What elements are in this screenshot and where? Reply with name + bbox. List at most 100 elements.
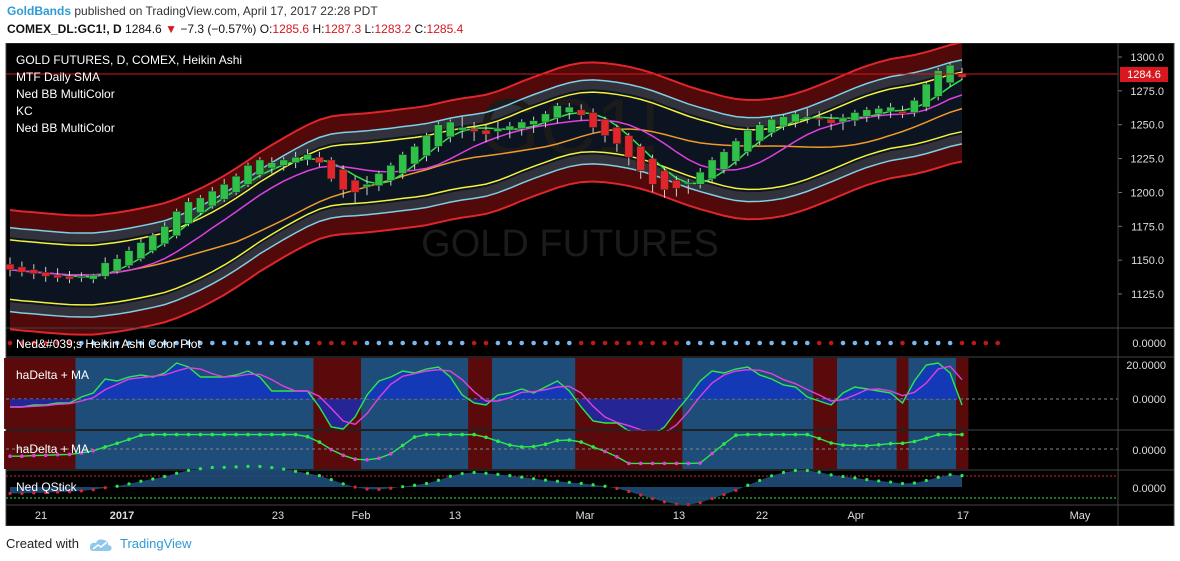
candle-body — [672, 179, 681, 189]
state-bar — [301, 431, 314, 469]
open-value: 1285.6 — [272, 22, 310, 36]
state-bar — [753, 431, 767, 469]
qstick-dot — [317, 474, 321, 478]
color-dot — [138, 340, 144, 346]
tradingview-link[interactable]: TradingView — [120, 536, 192, 551]
candle-body — [350, 179, 360, 193]
candle-body — [874, 108, 883, 115]
legend-title: GOLD FUTURES, D, COMEX, Heikin Ashi — [16, 53, 242, 67]
delta-dot — [865, 443, 869, 448]
delta-dot — [710, 451, 714, 456]
watermark-name: GOLD FUTURES — [421, 223, 719, 265]
delta-dot — [638, 461, 643, 466]
candle-body — [695, 171, 705, 185]
delta-dot — [365, 458, 369, 462]
state-bar — [610, 431, 624, 469]
state-bar — [944, 431, 957, 469]
qstick-dot — [246, 464, 250, 468]
candle — [505, 122, 515, 139]
state-bar — [622, 431, 636, 469]
state-bar — [289, 431, 303, 469]
legend-item-kc: KC — [16, 104, 33, 118]
qstick-dot — [127, 482, 131, 486]
qstick-dot — [258, 464, 262, 469]
color-dot — [436, 340, 441, 346]
candle — [457, 116, 467, 139]
qstick-dot — [329, 478, 333, 482]
delta-dot — [817, 436, 821, 441]
color-dot — [471, 340, 477, 346]
delta-dot — [912, 439, 917, 444]
qstick-dot — [198, 467, 202, 471]
candle — [719, 149, 729, 174]
created-with-text: Created with — [6, 536, 79, 551]
hadelta-ma-pane-2 — [4, 431, 1118, 469]
candle-body — [208, 190, 217, 207]
price-chart[interactable]: GC1! GOLD FUTURES 1125.01150.01175.01200… — [0, 43, 1180, 526]
color-dot — [971, 340, 977, 346]
delta-dot — [91, 449, 96, 453]
state-bar — [670, 431, 683, 469]
candle-body — [576, 109, 586, 116]
state-bar — [170, 431, 184, 469]
candle — [755, 122, 764, 146]
state-bar — [337, 431, 350, 469]
state-bar — [956, 431, 969, 469]
qstick-dot — [56, 490, 60, 494]
state-bar — [39, 431, 53, 469]
qstick-dot — [603, 484, 607, 488]
color-dot — [483, 340, 489, 346]
state-bar — [848, 431, 862, 469]
state-bar — [682, 358, 695, 429]
state-bar — [75, 358, 88, 429]
x-tick-label: 2017 — [110, 510, 134, 522]
candle-body — [648, 158, 657, 185]
qstick-dot — [960, 474, 964, 478]
candle-body — [315, 156, 324, 163]
qstick-dot — [151, 477, 155, 481]
qstick-dot — [389, 486, 393, 490]
state-bar — [801, 431, 814, 469]
legend-item-ned-bb-1: Ned BB MultiColor — [16, 87, 115, 101]
candle-body — [838, 117, 848, 123]
candle-body — [612, 127, 622, 144]
candle-body — [541, 113, 550, 123]
candle — [374, 170, 384, 192]
color-dot — [888, 340, 893, 346]
state-bar — [480, 358, 493, 429]
x-tick-label: 17 — [957, 510, 969, 522]
delta-dot — [20, 454, 24, 459]
qstick-dot — [484, 471, 488, 475]
candle — [922, 81, 931, 112]
state-bar — [777, 431, 790, 469]
candle — [53, 268, 62, 282]
candle — [65, 270, 74, 284]
color-dot — [19, 340, 25, 346]
qstick-dot — [746, 483, 750, 487]
candle-body — [410, 146, 419, 165]
candle-body — [910, 100, 919, 113]
candle-body — [814, 117, 824, 120]
candle-body — [588, 112, 598, 128]
delta-dot — [151, 432, 155, 437]
qstick-dot — [793, 468, 798, 473]
state-bar — [63, 358, 76, 429]
candle — [327, 157, 336, 182]
delta-dot — [531, 444, 536, 449]
color-dot — [448, 340, 453, 346]
color-dot — [352, 340, 358, 346]
qstick-dot — [770, 474, 774, 478]
color-dot — [805, 340, 810, 346]
author-name[interactable]: GoldBands — [7, 4, 72, 18]
qstick-dot — [853, 476, 857, 480]
qstick-dot — [698, 501, 702, 505]
state-bar — [896, 431, 909, 469]
candle — [874, 105, 883, 120]
candle — [767, 116, 776, 137]
candle — [136, 238, 146, 262]
qstick-dot — [508, 474, 512, 478]
state-bar — [741, 431, 755, 469]
state-bar — [563, 431, 576, 469]
state-bar — [491, 358, 505, 429]
state-bar — [99, 431, 112, 469]
